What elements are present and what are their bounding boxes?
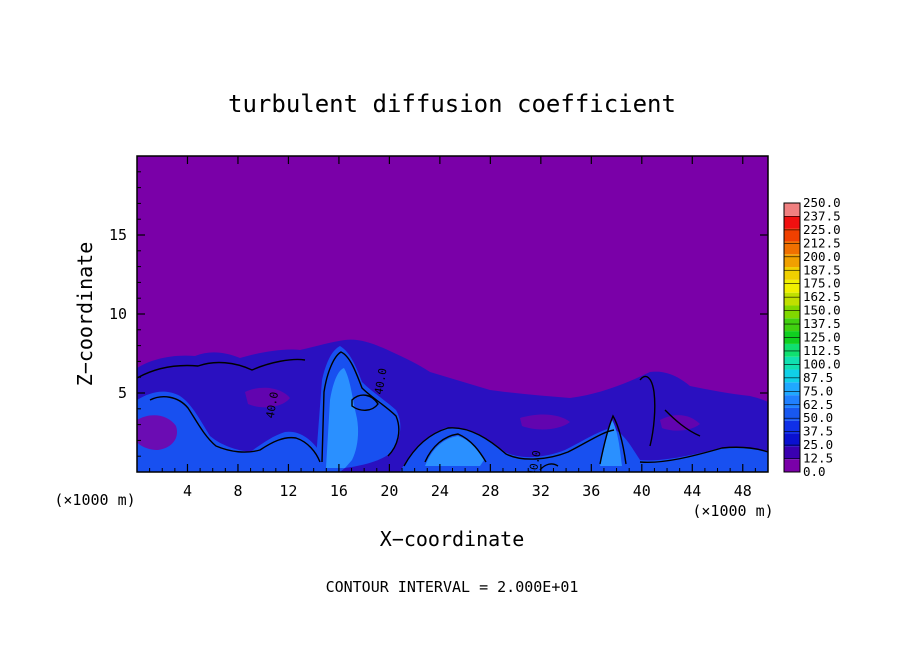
colorbar-label: 112.5 [803, 343, 841, 358]
high-region-far-right [600, 420, 622, 466]
x-tick-label: 20 [380, 482, 398, 500]
x-tick-label: 44 [683, 482, 701, 500]
colorbar-swatch [784, 395, 800, 408]
colorbar-swatch [784, 279, 800, 293]
colorbar-swatch [784, 382, 800, 396]
colorbar-label: 162.5 [803, 289, 841, 304]
x-tick-label: 4 [183, 482, 192, 500]
colorbar-label: 175.0 [803, 276, 841, 291]
colorbar-swatch [784, 215, 800, 229]
x-tick-label: 16 [330, 482, 348, 500]
colorbar-swatch [784, 343, 800, 357]
x-tick-label: 12 [279, 482, 297, 500]
colorbar-swatch [784, 292, 800, 306]
colorbar-swatch [784, 254, 800, 268]
colorbar-label: 225.0 [803, 222, 841, 237]
colorbar-label: 12.5 [803, 451, 833, 466]
colorbar-label: 150.0 [803, 303, 841, 318]
colorbar-swatch [784, 459, 800, 472]
colorbar-swatch [784, 356, 800, 370]
mid-region-left [137, 391, 320, 472]
contour-labels: 40.0 40.0 40.0 [264, 367, 544, 477]
colorbar-swatch [784, 305, 800, 319]
colorbar-swatch [784, 433, 800, 447]
eddy-left [137, 415, 178, 450]
y-axis-label: Z−coordinate [73, 242, 97, 387]
high-region-center [326, 368, 359, 468]
x-tick-label: 36 [582, 482, 600, 500]
x-unit-left: (×1000 m) [54, 491, 135, 509]
y-tick-label: 15 [109, 226, 127, 244]
x-tick-label: 8 [233, 482, 242, 500]
colorbar-label: 0.0 [803, 464, 826, 479]
colorbar-label: 187.5 [803, 262, 841, 277]
colorbar-label: 100.0 [803, 356, 841, 371]
x-unit-right: (×1000 m) [692, 502, 773, 520]
x-axis-label: X−coordinate [380, 527, 525, 551]
colorbar-swatch [784, 420, 800, 434]
colorbar-swatch [784, 318, 800, 332]
x-axis: 4 8 12 16 20 24 28 32 36 40 44 48 [149, 156, 756, 500]
turbulence-field: 40.0 40.0 40.0 [137, 339, 768, 477]
contour-label: 40.0 [264, 391, 281, 419]
contour-lines [137, 351, 768, 471]
chart-title: turbulent diffusion coefficient [228, 90, 676, 118]
colorbar-label: 137.5 [803, 316, 841, 331]
x-tick-label: 28 [481, 482, 499, 500]
x-tick-label: 24 [431, 482, 449, 500]
mid-region-right [400, 427, 768, 472]
eddy-mid [245, 387, 290, 408]
colorbar-swatch [784, 446, 800, 460]
plot-area: 40.0 40.0 40.0 [136, 155, 769, 477]
colorbar-label: 37.5 [803, 424, 833, 439]
colorbar-label: 25.0 [803, 437, 833, 452]
colorbar: 0.012.525.037.550.062.575.087.5100.0112.… [783, 195, 841, 479]
contour-interval-footer: CONTOUR INTERVAL = 2.000E+01 [326, 578, 579, 596]
colorbar-swatch [784, 407, 800, 421]
colorbar-label: 62.5 [803, 397, 833, 412]
colorbar-swatch [784, 203, 800, 216]
colorbar-label: 50.0 [803, 410, 833, 425]
x-tick-label: 48 [734, 482, 752, 500]
eddy-right [520, 414, 570, 430]
colorbar-label: 125.0 [803, 330, 841, 345]
y-tick-label: 5 [118, 384, 127, 402]
colorbar-swatch [784, 241, 800, 255]
contour-label: 40.0 [372, 367, 389, 395]
colorbar-label: 75.0 [803, 383, 833, 398]
colorbar-swatch [784, 267, 800, 280]
contour-label: 40.0 [526, 449, 543, 477]
colorbar-label: 237.5 [803, 208, 841, 223]
y-axis: 5 10 15 [109, 171, 768, 457]
colorbar-label: 200.0 [803, 249, 841, 264]
x-tick-label: 40 [633, 482, 651, 500]
colorbar-label: 212.5 [803, 235, 841, 250]
colorbar-label: 87.5 [803, 370, 833, 385]
colorbar-label: 250.0 [803, 195, 841, 210]
x-tick-label: 32 [532, 482, 550, 500]
colorbar-swatch [784, 228, 800, 242]
high-region-right [425, 436, 484, 466]
y-tick-label: 10 [109, 305, 127, 323]
colorbar-swatch [784, 369, 800, 383]
